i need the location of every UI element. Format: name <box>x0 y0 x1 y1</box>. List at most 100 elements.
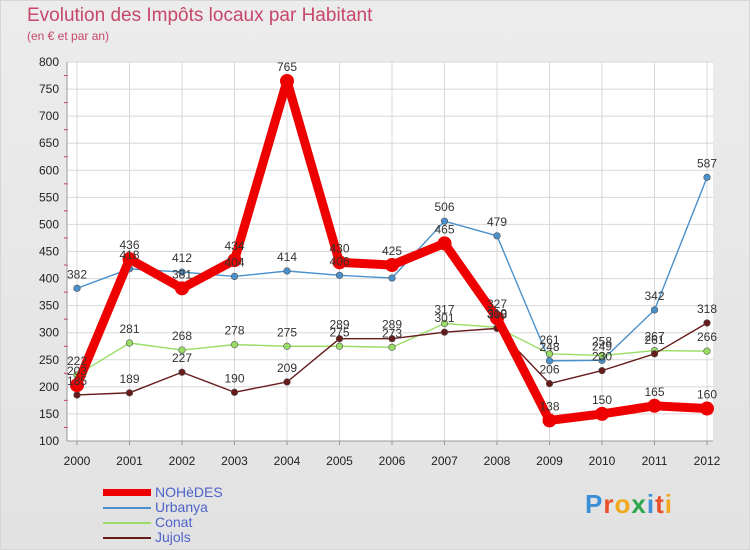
data-label: 138 <box>539 399 559 413</box>
data-point <box>703 173 711 181</box>
data-point <box>598 351 606 360</box>
data-label: 327 <box>487 297 507 311</box>
data-point <box>335 335 344 343</box>
data-label: 289 <box>329 318 349 332</box>
data-point <box>283 267 291 275</box>
x-tick-label: 2009 <box>536 454 563 468</box>
data-point <box>73 391 81 399</box>
logo-letter: P <box>585 489 604 519</box>
x-tick-label: 2002 <box>169 454 196 468</box>
data-point <box>650 306 659 314</box>
data-point <box>595 406 609 421</box>
legend-label: Jujols <box>155 529 191 545</box>
data-point <box>283 342 291 350</box>
y-tick-label: 700 <box>39 109 59 123</box>
y-tick-label: 100 <box>39 434 59 448</box>
data-point <box>385 258 399 273</box>
data-label: 206 <box>539 363 559 377</box>
data-label: 404 <box>224 255 244 269</box>
chart-title: Evolution des Impôts locaux par Habitant <box>27 5 373 26</box>
y-tick-label: 300 <box>39 326 59 340</box>
data-label: 406 <box>329 254 349 268</box>
data-label: 249 <box>592 339 612 353</box>
data-point <box>70 378 84 393</box>
data-point <box>125 389 134 397</box>
data-point <box>335 271 344 279</box>
y-tick-label: 400 <box>39 272 59 286</box>
data-point <box>490 311 504 326</box>
legend-swatch <box>103 537 151 539</box>
legend-item: NOHèDES <box>103 484 303 500</box>
data-label: 261 <box>539 333 559 347</box>
logo-letter: x <box>631 489 647 519</box>
logo-letter: i <box>646 489 656 519</box>
data-label: 266 <box>697 330 717 344</box>
y-tick-label: 250 <box>39 353 59 367</box>
data-point <box>388 274 396 282</box>
data-label: 189 <box>119 372 139 386</box>
data-point <box>493 232 501 240</box>
x-tick-label: 2004 <box>274 454 301 468</box>
legend-item: Conat <box>103 514 303 530</box>
data-label: 185 <box>67 374 87 388</box>
data-label: 587 <box>697 156 717 170</box>
x-tick-label: 2003 <box>221 454 248 468</box>
legend-item: Urbanya <box>103 499 303 515</box>
data-label: 425 <box>382 244 402 258</box>
data-label: 281 <box>119 322 139 336</box>
data-label: 268 <box>172 329 192 343</box>
y-tick-label: 550 <box>39 190 59 204</box>
y-tick-label: 650 <box>39 136 59 150</box>
legend-item: Jujols <box>103 529 303 545</box>
series-nohèdes <box>70 73 714 428</box>
data-point <box>703 319 711 327</box>
data-label: 318 <box>697 302 717 316</box>
x-tick-label: 2008 <box>484 454 511 468</box>
legend-label: Conat <box>155 514 193 530</box>
data-point <box>332 255 347 270</box>
data-label: 227 <box>172 351 192 365</box>
y-tick-label: 600 <box>39 163 59 177</box>
legend-swatch <box>103 489 151 496</box>
y-tick-label: 450 <box>39 245 59 259</box>
data-point <box>388 335 396 343</box>
data-label: 310 <box>487 306 507 320</box>
data-point <box>73 284 81 292</box>
data-point <box>440 328 449 336</box>
data-point <box>545 357 554 365</box>
data-point <box>388 343 396 351</box>
data-label: 381 <box>172 267 192 281</box>
data-label: 230 <box>592 350 612 364</box>
data-label: 203 <box>67 364 87 378</box>
data-label: 275 <box>329 325 349 339</box>
logo-letter: o <box>614 489 632 519</box>
x-tick-label: 2006 <box>379 454 406 468</box>
data-label: 278 <box>224 324 244 338</box>
legend-swatch <box>103 522 151 524</box>
logo-letter: t <box>655 489 665 519</box>
data-point <box>440 217 449 225</box>
data-point <box>178 368 186 376</box>
data-point <box>175 281 189 296</box>
legend-swatch <box>103 507 151 509</box>
data-point <box>437 236 452 251</box>
data-label: 308 <box>487 307 507 321</box>
data-point <box>650 350 659 358</box>
x-tick-label: 2005 <box>326 454 353 468</box>
x-tick-label: 2000 <box>64 454 91 468</box>
data-label: 150 <box>592 393 612 407</box>
y-tick-label: 750 <box>39 82 59 96</box>
data-point <box>230 388 239 396</box>
data-point <box>280 73 294 88</box>
data-label: 165 <box>644 385 664 399</box>
data-label: 275 <box>277 325 297 339</box>
data-point <box>227 253 242 268</box>
data-label: 465 <box>434 222 454 236</box>
y-tick-label: 800 <box>39 55 59 69</box>
data-point <box>283 378 291 386</box>
data-point <box>647 398 662 413</box>
x-tick-label: 2007 <box>431 454 458 468</box>
y-tick-label: 150 <box>39 407 59 421</box>
data-point <box>178 346 186 354</box>
